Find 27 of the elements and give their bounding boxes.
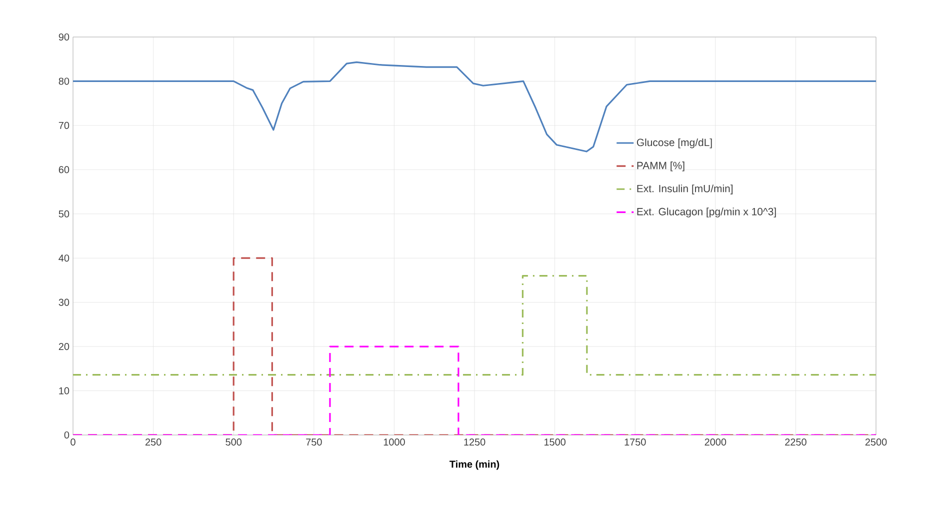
x-tick-label: 1500 <box>544 438 566 446</box>
x-tick-label: 750 <box>306 438 322 446</box>
x-tick-label: 1000 <box>384 438 405 446</box>
x-tick-label: 1750 <box>624 438 646 446</box>
x-tick-label: 1250 <box>464 438 486 446</box>
x-tick-label: 2000 <box>704 438 726 446</box>
x-tick-label: 0 <box>70 438 76 446</box>
y-tick-label: 10 <box>59 387 70 394</box>
legend-label: PAMM [%] <box>637 162 684 172</box>
x-axis-title: Time (min) <box>450 460 500 470</box>
y-tick-label: 50 <box>58 210 70 218</box>
y-tick-label: 90 <box>58 33 70 41</box>
y-tick-label: 70 <box>58 122 70 129</box>
y-tick-label: 80 <box>58 78 70 85</box>
y-tick-label: 0 <box>64 431 70 439</box>
y-tick-label: 60 <box>58 166 70 174</box>
y-tick-label: 30 <box>58 298 70 306</box>
x-tick-label: 2250 <box>785 438 806 446</box>
legend-label: Ext. Glucagon [pg/min x 10^3] <box>637 208 776 218</box>
x-tick-label: 250 <box>145 438 162 446</box>
legend-label: Ext. Insulin [mU/min] <box>637 184 733 194</box>
x-tick-label: 500 <box>226 438 242 446</box>
x-tick-label: 2500 <box>865 438 887 446</box>
line-series <box>73 61 876 152</box>
y-tick-label: 20 <box>58 343 70 350</box>
legend-label: Glucose [mg/dL] <box>636 138 712 148</box>
y-tick-label: 40 <box>58 254 70 262</box>
